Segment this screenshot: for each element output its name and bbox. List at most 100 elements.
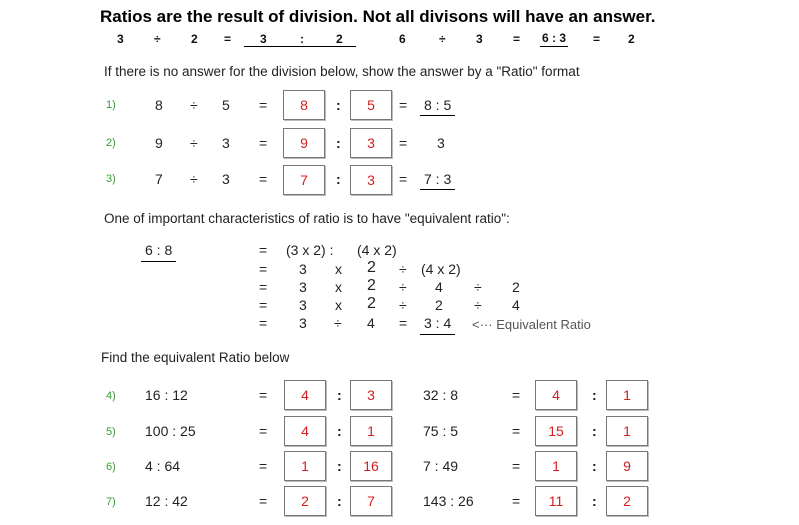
answer-box-2[interactable]: 3 (350, 128, 392, 158)
equals-sign: = (512, 458, 521, 474)
equivalent-ratio-note: <··· Equivalent Ratio (472, 317, 591, 332)
equals-sign: = (512, 493, 521, 509)
equals-sign: = (512, 387, 521, 403)
equals-sign: = (399, 315, 408, 331)
problem-dividend: 7 (155, 171, 163, 187)
right-box-2[interactable]: 1 (606, 416, 648, 446)
example-1-b: 2 (191, 32, 198, 46)
answer-box-2[interactable]: 5 (350, 90, 392, 120)
equals-sign: = (259, 242, 268, 258)
answer-box-2[interactable]: 3 (350, 165, 392, 195)
left-box-2[interactable]: 3 (350, 380, 392, 410)
equals-sign: = (259, 97, 268, 113)
example-1-a: 3 (117, 32, 124, 46)
equiv-row3-a: 3 (299, 279, 307, 295)
right-box-2[interactable]: 9 (606, 451, 648, 481)
equiv-row5-b: 4 (367, 315, 375, 331)
times-sign: x (335, 279, 342, 295)
example-1-op: ÷ (154, 32, 161, 46)
example-1-underline (244, 46, 356, 47)
exercise-right-ratio: 143 : 26 (423, 493, 474, 509)
left-box-1[interactable]: 2 (284, 486, 326, 516)
left-box-1[interactable]: 1 (284, 451, 326, 481)
exercise-left-ratio: 4 : 64 (145, 458, 181, 474)
answer-box-1[interactable]: 7 (283, 165, 325, 195)
ratio-colon: : (592, 387, 597, 403)
right-box-1[interactable]: 15 (535, 416, 577, 446)
example-2-ratio: 6 : 3 (540, 31, 569, 47)
example-2-b: 3 (476, 32, 483, 46)
right-box-1[interactable]: 4 (535, 380, 577, 410)
equiv-row4-a: 3 (299, 297, 307, 313)
times-sign: x (335, 297, 342, 313)
divide-sign: ÷ (399, 297, 407, 313)
equals-sign: = (259, 493, 268, 509)
exercise-right-ratio: 7 : 49 (423, 458, 459, 474)
example-2-op: ÷ (439, 32, 446, 46)
divide-sign: ÷ (474, 279, 482, 295)
times-sign: x (335, 261, 342, 277)
instruction-ratio-format: If there is no answer for the division b… (104, 64, 580, 79)
divide-sign: ÷ (190, 97, 198, 113)
equiv-row2-b: 2 (367, 259, 376, 276)
page-title: Ratios are the result of division. Not a… (100, 7, 656, 26)
ratio-colon: : (592, 458, 597, 474)
equals-sign: = (259, 279, 268, 295)
problem-divisor: 3 (222, 171, 230, 187)
exercise-label: 5) (106, 426, 116, 438)
example-1-r1: 3 (260, 32, 267, 46)
equiv-result-ratio: 3 : 4 (420, 315, 456, 335)
ratio-colon: : (337, 458, 342, 474)
equiv-row4-b: 2 (367, 295, 376, 312)
exercise-label: 6) (106, 461, 116, 473)
ratio-colon: : (336, 171, 341, 187)
example-2-eq: = (513, 32, 521, 46)
right-box-1[interactable]: 11 (535, 486, 577, 516)
left-box-1[interactable]: 4 (284, 416, 326, 446)
right-box-2[interactable]: 2 (606, 486, 648, 516)
equals-sign: = (259, 315, 268, 331)
problem-dividend: 8 (155, 97, 163, 113)
equals-sign: = (259, 297, 268, 313)
ratio-colon: : (336, 97, 341, 113)
equiv-row5-a: 3 (299, 315, 307, 331)
left-box-1[interactable]: 4 (284, 380, 326, 410)
problem-divisor: 3 (222, 135, 230, 151)
answer-box-1[interactable]: 9 (283, 128, 325, 158)
equiv-row3-d: 2 (512, 279, 520, 295)
exercise-right-ratio: 75 : 5 (423, 423, 459, 439)
equiv-row3-b: 2 (367, 277, 376, 294)
example-2-a: 6 (399, 32, 406, 46)
equals-sign: = (399, 97, 408, 113)
equals-sign: = (259, 261, 268, 277)
divide-sign: ÷ (190, 135, 198, 151)
instruction-find-equivalent: Find the equivalent Ratio below (101, 350, 290, 365)
exercise-left-ratio: 100 : 25 (145, 423, 196, 439)
equals-sign: = (259, 387, 268, 403)
divide-sign: ÷ (190, 171, 198, 187)
equiv-row1-a: (3 x 2) : (286, 242, 334, 258)
right-box-2[interactable]: 1 (606, 380, 648, 410)
problem-dividend: 9 (155, 135, 163, 151)
divide-sign: ÷ (334, 315, 342, 331)
equiv-row2-a: 3 (299, 261, 307, 277)
equals-sign: = (259, 135, 268, 151)
equiv-row3-c: 4 (435, 279, 443, 295)
left-box-2[interactable]: 16 (350, 451, 392, 481)
equals-sign: = (259, 423, 268, 439)
problem-answer: 7 : 3 (420, 171, 456, 190)
instruction-equivalent-ratio: One of important characteristics of rati… (104, 211, 510, 226)
example-2-result: 2 (628, 32, 635, 46)
ratio-colon: : (337, 387, 342, 403)
problem-answer: 3 (437, 135, 445, 151)
right-box-1[interactable]: 1 (535, 451, 577, 481)
example-1-eq: = (224, 32, 232, 46)
exercise-right-ratio: 32 : 8 (423, 387, 459, 403)
left-box-2[interactable]: 1 (350, 416, 392, 446)
equals-sign: = (259, 171, 268, 187)
answer-box-1[interactable]: 8 (283, 90, 325, 120)
equals-sign: = (512, 423, 521, 439)
left-box-2[interactable]: 7 (350, 486, 392, 516)
divide-sign: ÷ (399, 261, 407, 277)
equiv-row4-c: 2 (435, 297, 443, 313)
